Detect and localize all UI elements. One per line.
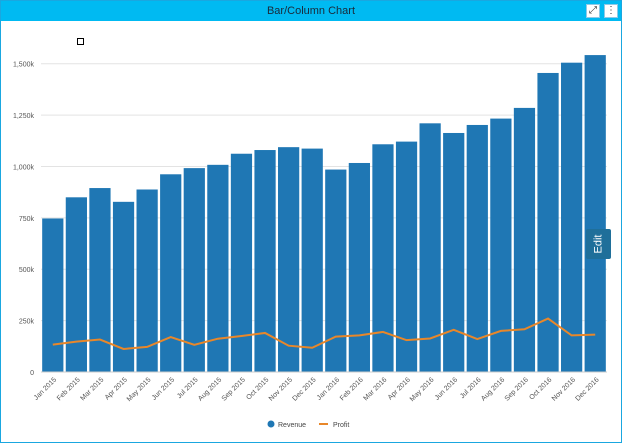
x-tick-label: Aug 2016: [480, 376, 506, 402]
x-tick-label: Jul 2015: [176, 376, 200, 400]
revenue-bar: [348, 162, 370, 372]
revenue-bar: [183, 168, 205, 372]
y-tick-label: 0: [30, 370, 34, 377]
revenue-bar: [112, 201, 135, 372]
revenue-bar: [301, 148, 323, 372]
y-tick-label: 1,500k: [13, 62, 35, 69]
revenue-bar: [443, 132, 465, 372]
x-tick-label: Dec 2016: [574, 376, 600, 402]
x-tick-label: Feb 2015: [56, 376, 82, 402]
vertical-dots-icon[interactable]: ⋮: [604, 4, 618, 18]
legend-profit-label: Profit: [333, 422, 349, 429]
revenue-bar: [42, 218, 64, 372]
revenue-bar: [89, 188, 111, 372]
revenue-bar: [65, 197, 87, 372]
x-tick-label: Mar 2015: [80, 376, 106, 402]
x-tick-label: May 2016: [409, 376, 436, 403]
revenue-bar: [278, 147, 300, 372]
legend-revenue-label: Revenue: [278, 422, 306, 429]
y-tick-label: 750k: [19, 216, 35, 223]
revenue-bar: [230, 153, 253, 372]
x-tick-label: Mar 2016: [363, 376, 389, 402]
y-tick-label: 250k: [19, 319, 35, 326]
y-tick-label: 1,000k: [13, 164, 35, 171]
revenue-bar: [419, 123, 441, 372]
widget-titlebar: Bar/Column Chart ⤢ ⋮: [1, 1, 621, 21]
y-tick-label: 1,250k: [13, 113, 35, 120]
edit-tab-label: Edit: [592, 234, 605, 254]
revenue-bar: [466, 124, 488, 373]
edit-tab[interactable]: Edit: [586, 229, 611, 259]
legend-revenue-marker: [267, 420, 275, 428]
revenue-bar: [254, 150, 276, 372]
revenue-bar: [207, 164, 229, 372]
x-tick-label: Jun 2016: [434, 376, 459, 401]
x-tick-label: Jan 2015: [33, 376, 58, 401]
x-tick-label: Jul 2016: [459, 376, 483, 400]
x-tick-label: Sep 2015: [221, 376, 247, 402]
revenue-bar: [136, 189, 158, 372]
x-tick-label: Sep 2016: [504, 376, 530, 402]
revenue-bar: [325, 169, 347, 372]
x-tick-label: Dec 2015: [291, 376, 317, 402]
revenue-bar: [372, 144, 394, 372]
x-tick-label: Nov 2015: [268, 376, 294, 402]
selection-box-icon[interactable]: [77, 38, 84, 45]
revenue-bar: [513, 107, 536, 372]
revenue-bar: [561, 62, 583, 372]
x-tick-label: May 2015: [126, 376, 153, 403]
revenue-bar: [160, 174, 182, 372]
revenue-bar: [584, 55, 606, 372]
revenue-bar: [537, 72, 559, 373]
expand-arrows-icon[interactable]: ⤢: [586, 4, 600, 18]
x-tick-label: Feb 2016: [339, 376, 365, 402]
x-tick-label: Nov 2016: [551, 376, 577, 402]
x-tick-label: Jun 2015: [151, 376, 176, 401]
revenue-bar: [395, 141, 418, 372]
y-tick-label: 500k: [19, 267, 35, 274]
widget-title: Bar/Column Chart: [266, 5, 356, 17]
x-tick-label: Aug 2015: [197, 376, 223, 402]
profit-line: [52, 317, 596, 350]
x-tick-label: Jan 2016: [316, 376, 341, 401]
revenue-bar: [490, 118, 512, 372]
